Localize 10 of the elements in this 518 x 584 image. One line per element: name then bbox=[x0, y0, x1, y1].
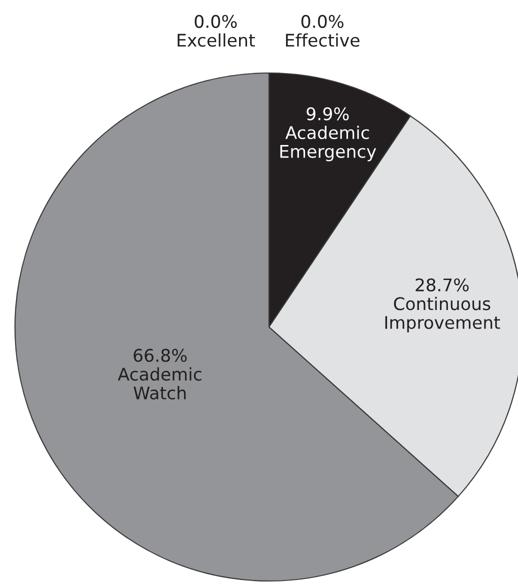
slice-label: Continuous Improvement bbox=[385, 296, 500, 332]
data-label: 66.8% bbox=[134, 348, 187, 362]
data-label: 9.9% bbox=[306, 107, 349, 120]
slice-label: Academic Watch bbox=[118, 367, 202, 400]
category-label: Excellent bbox=[178, 33, 255, 47]
category-label: Effective bbox=[286, 33, 360, 47]
text: 0.0% bbox=[301, 14, 344, 28]
slice-label: Academic Emergency bbox=[280, 126, 376, 162]
text: 0.0% bbox=[194, 14, 237, 28]
data-label: 28.7% bbox=[416, 278, 469, 292]
